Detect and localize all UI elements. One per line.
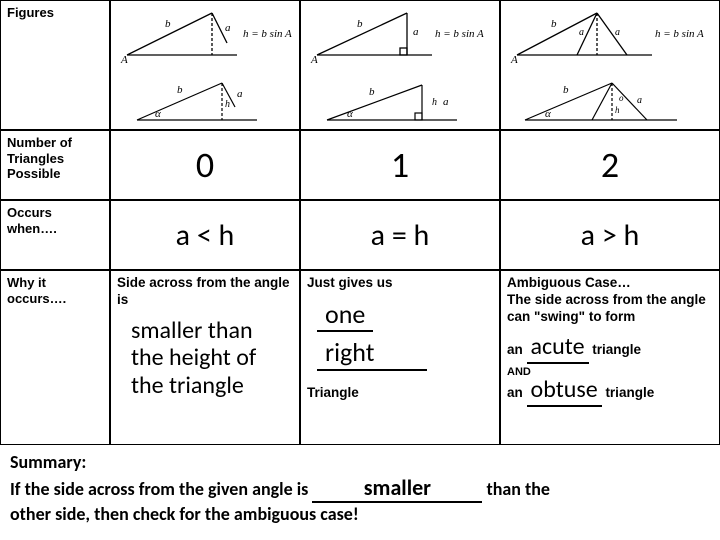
label-a3: a: [637, 95, 642, 106]
count-1: 1: [300, 130, 500, 200]
label-b: b: [165, 18, 171, 30]
count-0: 0: [110, 130, 300, 200]
why-2: Ambiguous Case… The side across from the…: [500, 270, 720, 445]
condition-2: a > h: [500, 200, 720, 270]
summary-line-c: other side, then check for the ambiguous…: [10, 503, 710, 526]
label-A: A: [120, 54, 128, 66]
row-header-figures: Figures: [0, 0, 110, 130]
label-b: b: [551, 18, 557, 30]
label-b2: b: [563, 84, 569, 96]
label-a: a: [225, 22, 231, 34]
condition-1: a = h: [300, 200, 500, 270]
why-1: Just gives us one right Triangle: [300, 270, 500, 445]
why1-fill1: one: [317, 298, 373, 333]
label-a: a: [413, 26, 419, 38]
label-h: h: [615, 105, 620, 115]
why0-big1: smaller than: [117, 317, 293, 345]
label-b: b: [357, 18, 363, 30]
label-o: o: [619, 93, 624, 103]
why2-tri: triangle: [592, 342, 641, 357]
label-b2: b: [369, 86, 375, 98]
why2-tri2: triangle: [605, 385, 654, 400]
figure-0-triangles: A b a h = b sin A b a h α: [110, 0, 300, 130]
count-2: 2: [500, 130, 720, 200]
label-eq: h = b sin A: [655, 28, 704, 40]
why-0: Side across from the angle is smaller th…: [110, 270, 300, 445]
row-header-count: Number of Triangles Possible: [0, 130, 110, 200]
why0-big3: the triangle: [117, 372, 293, 400]
condition-0: a < h: [110, 200, 300, 270]
why2-an2: an: [507, 385, 523, 400]
why1-lead: Just gives us: [307, 275, 493, 292]
summary-line-b: than the: [486, 478, 549, 500]
label-a2: a: [237, 88, 243, 100]
why1-trail: Triangle: [307, 385, 493, 402]
why2-lead1: Ambiguous Case…: [507, 275, 713, 292]
label-h: h: [225, 99, 230, 110]
why2-an1: an: [507, 342, 523, 357]
figure-2-triangles: A b a a h = b sin A b o h a α: [500, 0, 720, 130]
label-alpha: α: [347, 108, 353, 120]
row-header-occurs: Occurs when….: [0, 200, 110, 270]
summary-head: Summary:: [10, 451, 710, 474]
label-a1: a: [579, 27, 584, 38]
figure-1-triangle: A b a h = b sin A b h a α: [300, 0, 500, 130]
summary-block: Summary: If the side across from the giv…: [0, 445, 720, 532]
label-eq: h = b sin A: [243, 28, 292, 40]
label-a2: a: [615, 27, 620, 38]
summary-blank: smaller: [312, 474, 482, 504]
label-eq: h = b sin A: [435, 28, 484, 40]
why0-lead: Side across from the angle is: [117, 275, 293, 309]
label-h: h: [432, 97, 437, 108]
label-A: A: [510, 54, 518, 66]
summary-line-a: If the side across from the given angle …: [10, 478, 308, 500]
label-A: A: [310, 54, 318, 66]
why1-fill2: right: [317, 336, 427, 371]
why2-fill2: obtuse: [527, 375, 602, 407]
label-b2: b: [177, 84, 183, 96]
row-header-why: Why it occurs….: [0, 270, 110, 445]
why0-big2: the height of: [117, 344, 293, 372]
label-alpha: α: [155, 108, 161, 120]
why2-fill1: acute: [527, 332, 589, 364]
why2-lead2: The side across from the angle can "swin…: [507, 292, 713, 326]
label-alpha: α: [545, 108, 551, 120]
label-a2: a: [443, 96, 449, 108]
